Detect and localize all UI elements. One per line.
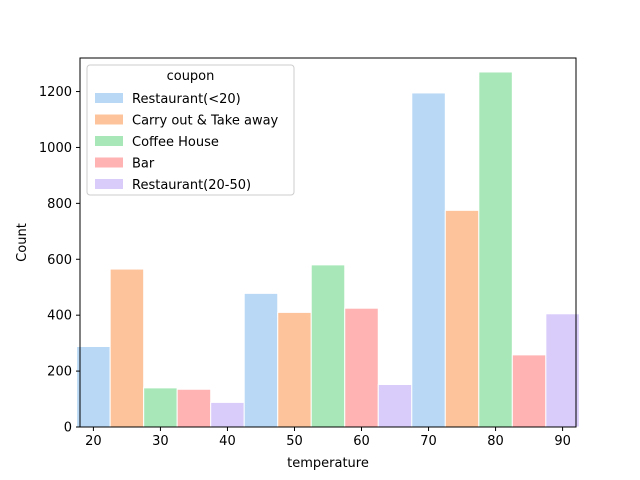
y-axis-label: Count	[15, 223, 30, 262]
bar	[243, 292, 279, 428]
bar	[545, 313, 580, 428]
y-tick-label: 400	[47, 309, 72, 324]
x-tick-label: 60	[353, 434, 370, 449]
y-tick-label: 1000	[39, 141, 72, 156]
legend-swatch	[95, 114, 123, 125]
bars-group	[76, 71, 580, 428]
legend-swatch	[95, 157, 123, 168]
legend-swatch	[95, 179, 123, 189]
bar	[310, 264, 346, 428]
bar	[143, 387, 178, 428]
legend-title: coupon	[167, 69, 215, 84]
bar	[478, 71, 513, 428]
bar	[109, 268, 145, 428]
x-axis: 20 30 40 50 60 70 80 90	[85, 427, 571, 449]
x-tick-label: 20	[85, 434, 102, 449]
legend-items: Restaurant(<20) Carry out & Take away Coff…	[95, 92, 279, 193]
y-tick-label: 0	[64, 421, 72, 436]
bar	[210, 401, 245, 428]
bar	[444, 209, 480, 428]
x-axis-label: temperature	[287, 456, 369, 471]
legend-label: Bar	[132, 157, 155, 172]
y-axis: 0 200 400 600 800 1000 1200	[39, 85, 80, 436]
legend-swatch	[95, 93, 123, 103]
legend: coupon Restaurant(<20) Carry out & Take a…	[86, 64, 295, 196]
x-tick-label: 30	[152, 434, 169, 449]
x-tick-label: 50	[286, 434, 303, 449]
y-tick-label: 600	[47, 253, 72, 268]
x-tick-label: 80	[487, 434, 504, 449]
plot-frame	[79, 57, 577, 428]
bar	[344, 307, 379, 428]
bar	[377, 384, 413, 428]
legend-label: Coffee House	[132, 135, 219, 150]
legend-label: Restaurant(<20)	[132, 92, 241, 107]
x-tick-label: 70	[420, 434, 437, 449]
bar	[511, 354, 547, 428]
bar	[411, 92, 446, 428]
y-tick-label: 200	[47, 365, 72, 380]
x-tick-label: 90	[554, 434, 571, 449]
y-tick-label: 800	[47, 197, 72, 212]
bar	[277, 311, 312, 428]
legend-label: Carry out & Take away	[132, 114, 279, 129]
bar	[176, 388, 212, 428]
x-tick-label: 40	[219, 434, 236, 449]
legend-box	[86, 64, 295, 196]
legend-swatch	[95, 136, 123, 146]
legend-label: Restaurant(20-50)	[132, 178, 251, 193]
y-tick-label: 1200	[39, 85, 72, 100]
bar	[76, 345, 111, 428]
